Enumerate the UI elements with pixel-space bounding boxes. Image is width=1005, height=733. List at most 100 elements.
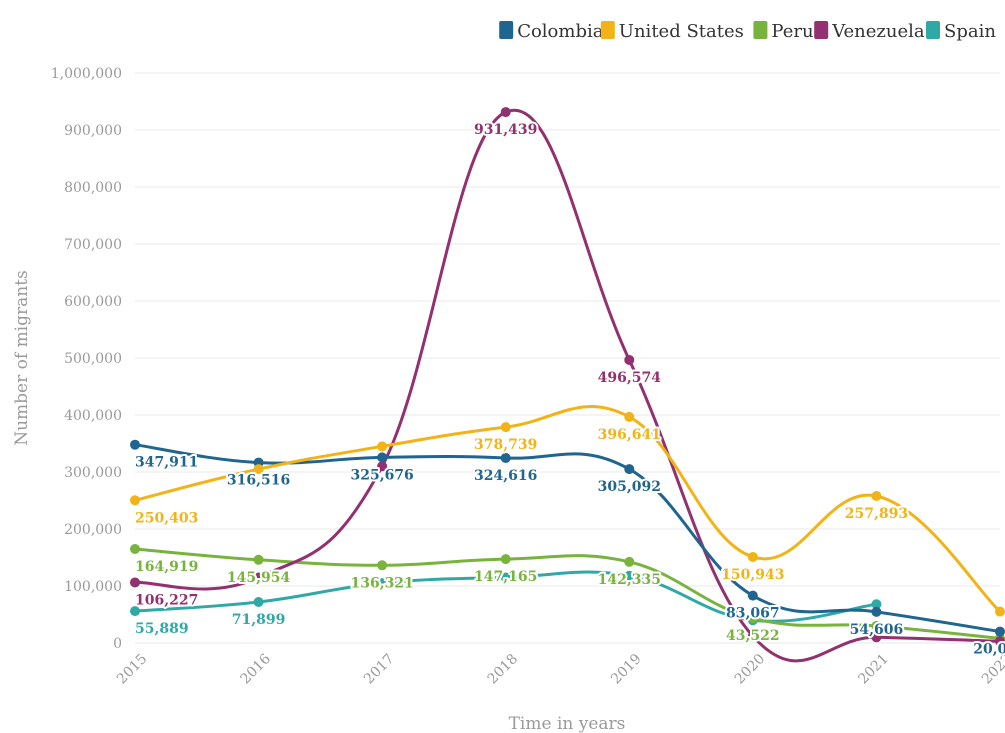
data-label-colombia: 325,676	[350, 467, 413, 483]
data-point-united-states	[871, 491, 882, 502]
data-label-spain: 55,889	[135, 621, 189, 637]
data-label-united-states: 150,943	[721, 567, 784, 583]
legend-swatch-venezuela	[814, 21, 829, 39]
y-tick-label: 700,000	[64, 237, 122, 253]
legend[interactable]: Colombia United States Peru Venezuela Spain	[499, 21, 996, 42]
data-point-peru	[130, 543, 140, 554]
data-point-colombia	[500, 452, 511, 463]
data-point-spain	[253, 597, 264, 608]
y-tick-label: 300,000	[64, 465, 122, 481]
x-tick-label: 2015	[114, 651, 151, 688]
data-point-spain	[500, 572, 511, 583]
data-label-spain: 71,899	[232, 612, 286, 628]
data-point-venezuela	[253, 572, 264, 583]
data-label-peru: 142,335	[598, 572, 661, 588]
legend-label-colombia: Colombia	[517, 21, 604, 42]
x-tick-label: 2018	[485, 651, 522, 688]
data-label-peru: 164,919	[135, 559, 198, 575]
legend-label-spain: Spain	[944, 21, 996, 42]
x-tick-label: 2019	[608, 651, 645, 688]
data-point-united-states	[500, 422, 511, 433]
series-line-peru	[133, 547, 1002, 640]
data-label-united-states: 257,893	[845, 506, 908, 522]
data-point-venezuela	[624, 354, 635, 365]
data-point-united-states	[747, 551, 758, 562]
y-axis: 0 100,000 200,000 300,000 400,000 500,000 600,…	[51, 66, 122, 652]
data-point-spain	[624, 570, 635, 581]
data-label-colombia: 324,616	[474, 468, 537, 484]
x-axis-title: Time in years	[509, 714, 626, 733]
x-tick-label: 2021	[855, 651, 892, 688]
data-label-colombia: 305,092	[598, 479, 661, 495]
legend-label-peru: Peru	[771, 21, 813, 42]
data-point-spain	[130, 606, 140, 617]
series-line-colombia	[133, 443, 1002, 634]
data-label-venezuela: 106,227	[135, 592, 198, 608]
data-point-colombia	[995, 626, 1005, 637]
x-axis: 2015 2016 2017 2018 2019 2020 2021 2022	[114, 651, 1005, 688]
data-label-united-states: 378,739	[474, 437, 537, 453]
grid-layer	[135, 72, 1000, 644]
y-tick-label: 800,000	[64, 180, 122, 196]
data-point-venezuela	[500, 107, 511, 118]
y-tick-label: 600,000	[64, 294, 122, 310]
data-point-venezuela	[871, 632, 882, 643]
legend-swatch-spain	[926, 21, 940, 39]
data-point-united-states	[130, 495, 140, 506]
series-layer	[130, 107, 1005, 663]
data-point-colombia	[871, 606, 882, 617]
data-point-colombia	[377, 452, 388, 463]
data-label-colombia: 54,606	[850, 622, 904, 638]
data-point-peru	[624, 556, 635, 567]
data-point-peru	[871, 620, 882, 631]
legend-swatch-united-states	[600, 21, 615, 39]
legend-label-united-states: United States	[619, 21, 744, 42]
data-label-united-states: 250,403	[135, 510, 198, 526]
data-label-peru: 147,165	[474, 569, 537, 585]
data-point-spain	[871, 599, 882, 610]
y-tick-label: 0	[113, 636, 122, 652]
y-tick-label: 1,000,000	[51, 66, 122, 82]
data-label-peru: 136,321	[350, 575, 413, 591]
data-label-venezuela: 496,574	[598, 370, 662, 386]
data-point-colombia	[747, 590, 758, 601]
data-label-peru: 145,954	[227, 570, 291, 586]
data-point-peru	[253, 554, 264, 565]
data-label-layer: 347,911 316,516 325,676 324,616 305,092 83,06…	[133, 120, 1005, 659]
x-tick-label: 2020	[732, 651, 769, 688]
legend-label-venezuela: Venezuela	[831, 21, 925, 42]
data-label-peru: 43,522	[726, 628, 780, 644]
series-line-venezuela	[133, 108, 1002, 663]
legend-swatch-colombia	[499, 21, 514, 39]
x-tick-label: 2016	[237, 651, 274, 688]
legend-swatch-peru	[753, 21, 768, 39]
data-label-colombia: 316,516	[227, 473, 290, 489]
data-point-venezuela	[995, 636, 1005, 647]
data-point-venezuela	[377, 461, 388, 472]
data-label-colombia: 83,067	[726, 606, 780, 622]
data-label-colombia: 347,911	[135, 455, 198, 471]
data-label-colombia: 20,042	[973, 642, 1005, 658]
y-tick-label: 900,000	[64, 123, 122, 139]
series-line-united-states	[133, 405, 1002, 614]
data-point-united-states	[377, 441, 388, 452]
data-point-united-states	[624, 411, 635, 422]
data-label-united-states: 396,641	[598, 427, 661, 443]
y-tick-label: 100,000	[64, 579, 122, 595]
data-point-peru	[747, 613, 758, 624]
data-point-spain	[377, 578, 388, 589]
data-point-venezuela	[747, 631, 758, 642]
x-tick-label: 2017	[361, 651, 398, 688]
y-tick-label: 400,000	[64, 408, 122, 424]
data-label-venezuela: 931,439	[474, 122, 537, 138]
y-tick-label: 500,000	[64, 351, 122, 367]
data-point-peru	[500, 554, 511, 565]
y-tick-label: 200,000	[64, 522, 122, 538]
y-axis-title: Number of migrants	[12, 270, 32, 446]
data-point-colombia	[130, 439, 140, 450]
data-point-colombia	[624, 464, 635, 475]
data-point-venezuela	[130, 577, 140, 588]
data-point-peru	[377, 560, 388, 571]
data-point-united-states	[253, 464, 264, 475]
